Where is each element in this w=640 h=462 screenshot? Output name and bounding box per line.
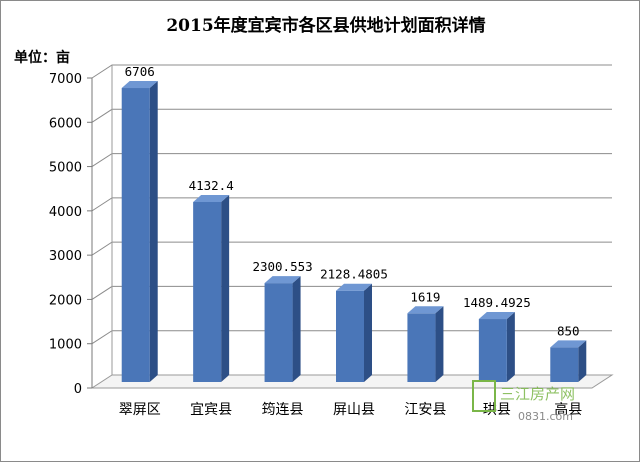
bar-side bbox=[221, 194, 230, 382]
data-label: 4132.4 bbox=[189, 178, 234, 193]
bar-front bbox=[478, 319, 507, 382]
bar bbox=[336, 283, 372, 382]
bar-side bbox=[578, 340, 587, 382]
y-tick-label: 0 bbox=[74, 382, 82, 397]
watermark-logo-icon bbox=[472, 380, 496, 412]
bar-front bbox=[264, 283, 293, 382]
gridline bbox=[91, 241, 612, 256]
bar-front bbox=[407, 313, 436, 382]
bar-front bbox=[550, 347, 579, 382]
data-label: 2128.4805 bbox=[320, 267, 388, 282]
bar-top bbox=[336, 283, 372, 291]
watermark-url: 0831.com bbox=[518, 410, 573, 423]
data-label: 6706 bbox=[125, 64, 155, 79]
bar-top bbox=[478, 312, 515, 320]
bar bbox=[550, 340, 587, 382]
bar bbox=[407, 306, 444, 382]
bar bbox=[478, 312, 515, 382]
bar-front bbox=[121, 88, 150, 383]
y-tick-label: 3000 bbox=[49, 249, 82, 264]
bar bbox=[121, 81, 158, 383]
x-tick-label: 江安县 bbox=[404, 402, 446, 418]
watermark-brand: 三江房产网 bbox=[500, 385, 575, 403]
x-tick-label: 筠连县 bbox=[262, 401, 304, 418]
data-label: 850 bbox=[557, 323, 580, 338]
bar bbox=[193, 194, 230, 382]
bar-side bbox=[149, 81, 158, 383]
bars bbox=[121, 81, 587, 383]
y-tick-label: 5000 bbox=[49, 161, 82, 176]
bar bbox=[264, 276, 301, 382]
bar-top bbox=[407, 306, 444, 314]
x-tick-label: 高县 bbox=[554, 401, 582, 418]
y-tick-label: 6000 bbox=[49, 116, 82, 131]
bar-top bbox=[193, 194, 230, 202]
data-label: 1489.4925 bbox=[463, 295, 531, 310]
chart-title: 2015年度宜宾市各区县供地计划面积详情 bbox=[166, 15, 485, 36]
y-axis: 0 1000 2000 3000 4000 5000 6000 7000 bbox=[49, 65, 113, 397]
bar-top bbox=[550, 340, 587, 348]
unit-label: 单位：亩 bbox=[14, 49, 70, 66]
data-label: 2300.553 bbox=[252, 259, 312, 274]
bar-side bbox=[506, 312, 515, 382]
x-tick-label: 屏山县 bbox=[333, 402, 375, 418]
bar-top bbox=[264, 276, 301, 284]
bar-side bbox=[364, 283, 372, 382]
y-tick-label: 2000 bbox=[49, 293, 82, 308]
gridline bbox=[91, 197, 612, 212]
bar-front bbox=[336, 290, 364, 382]
bar-side bbox=[435, 306, 444, 382]
y-tick-label: 7000 bbox=[49, 72, 82, 87]
watermark: 三江房产网 0831.com bbox=[472, 380, 575, 423]
gridline bbox=[91, 153, 612, 167]
x-tick-label: 珙县 bbox=[483, 402, 511, 418]
bar-top bbox=[121, 81, 158, 89]
y-tick-label: 1000 bbox=[49, 338, 82, 353]
gridline bbox=[91, 108, 612, 123]
x-tick-label: 翠屏区 bbox=[119, 402, 161, 418]
gridline bbox=[91, 64, 612, 79]
x-tick-label: 宜宾县 bbox=[190, 402, 232, 418]
bar-front bbox=[193, 201, 222, 382]
data-labels: 6706 4132.4 2300.553 2128.4805 1619 1489.4925… bbox=[125, 64, 580, 338]
data-label: 1619 bbox=[410, 289, 440, 304]
x-axis-labels: 翠屏区 宜宾县 筠连县 屏山县 江安县 珙县 高县 bbox=[119, 401, 583, 418]
bar-side bbox=[292, 276, 301, 382]
y-tick-label: 4000 bbox=[49, 205, 82, 220]
